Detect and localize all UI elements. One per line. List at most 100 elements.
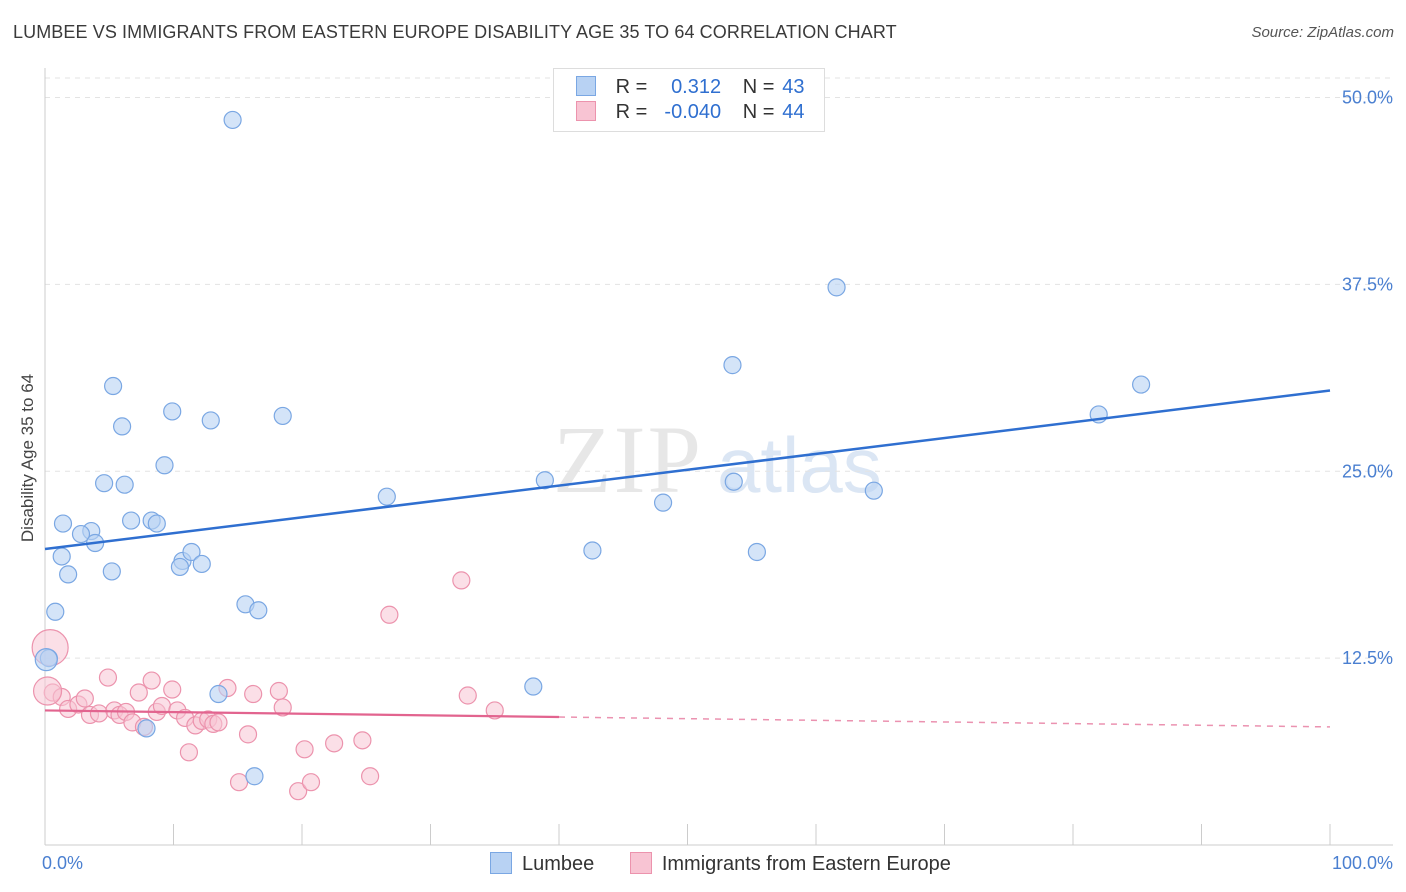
- lumbee-point: [201, 411, 220, 430]
- axes: [44, 68, 1393, 846]
- lumbee-point: [52, 547, 71, 566]
- x-tick-label-max: 100.0%: [1332, 853, 1393, 873]
- lumbee-point: [121, 511, 141, 530]
- lumbee-point: [535, 471, 554, 490]
- lumbee-point: [95, 474, 114, 493]
- lumbee-point: [46, 602, 65, 621]
- lumbee-point: [209, 684, 228, 704]
- immigrants-trend-line-extrapolated: [558, 716, 1331, 728]
- lumbee-point: [377, 487, 396, 506]
- lumbee-point: [163, 402, 182, 421]
- lumbee-point: [724, 472, 743, 491]
- immigrants-legend-swatch: [629, 852, 652, 874]
- lumbee-point: [192, 554, 211, 574]
- immigrants-points: [31, 571, 504, 801]
- lumbee-point: [249, 601, 268, 620]
- lumbee-point: [273, 406, 292, 426]
- immigrants-point: [129, 683, 148, 702]
- lumbee-point: [223, 110, 242, 130]
- lumbee-point: [723, 356, 742, 375]
- lumbee-point: [137, 719, 156, 738]
- r-label: R =: [615, 101, 648, 123]
- watermark-zip: ZIP: [553, 406, 703, 513]
- lumbee-trend-line: [44, 389, 1331, 551]
- tick-labels: 12.5% 25.0% 37.5% 50.0% 0.0% 100.0%: [42, 88, 1393, 874]
- immigrants-point: [89, 704, 109, 723]
- immigrants-point: [289, 782, 308, 801]
- n-value: 44: [782, 101, 805, 123]
- trend-lines: [44, 389, 1331, 728]
- y-tick-label: 37.5%: [1342, 274, 1393, 294]
- gridlines: [45, 77, 1393, 659]
- legend-row-immigrants: R = -0.040 N = 44: [576, 101, 805, 127]
- immigrants-legend-label: Immigrants from Eastern Europe: [661, 853, 951, 875]
- watermark-atlas: atlas: [717, 421, 882, 509]
- legend-item-immigrants: Immigrants from Eastern Europe: [629, 852, 951, 876]
- lumbee-point: [155, 456, 174, 475]
- immigrants-point: [452, 571, 471, 590]
- lumbee-point: [182, 542, 201, 562]
- y-tick-label: 12.5%: [1342, 648, 1393, 668]
- immigrants-point: [229, 773, 249, 792]
- y-tick-label: 25.0%: [1342, 461, 1393, 481]
- zipatlas-watermark: ZIP atlas: [553, 406, 882, 513]
- immigrants-point: [238, 725, 258, 744]
- immigrants-point: [32, 676, 63, 706]
- immigrants-point: [269, 681, 288, 701]
- lumbee-swatch: [576, 76, 596, 96]
- lumbee-point: [653, 493, 673, 512]
- immigrants-point: [295, 740, 314, 759]
- immigrants-point: [485, 701, 504, 720]
- lumbee-point: [71, 524, 91, 544]
- n-label: N =: [742, 76, 775, 98]
- lumbee-points: [34, 110, 1151, 786]
- immigrants-point: [458, 686, 477, 705]
- immigrants-swatch: [576, 101, 596, 121]
- immigrants-point: [380, 605, 399, 624]
- immigrants-point: [179, 743, 199, 762]
- r-value: 0.312: [671, 76, 722, 98]
- immigrants-point: [244, 684, 263, 704]
- lumbee-legend-label: Lumbee: [522, 853, 595, 875]
- r-label: R =: [615, 76, 648, 98]
- lumbee-point: [524, 677, 543, 696]
- series-legend: Lumbee Immigrants from Eastern Europe: [490, 852, 981, 876]
- immigrants-point: [325, 734, 344, 753]
- immigrants-point: [209, 713, 228, 732]
- y-axis-label: Disability Age 35 to 64: [18, 374, 37, 542]
- lumbee-point: [170, 557, 190, 577]
- n-value: 43: [782, 76, 805, 98]
- lumbee-point: [112, 417, 132, 436]
- immigrants-point: [163, 680, 182, 699]
- legend-row-lumbee: R = 0.312 N = 43: [576, 76, 805, 102]
- r-value: -0.040: [664, 101, 722, 123]
- correlation-legend: R = 0.312 N = 43 R = -0.040 N = 44: [553, 68, 825, 132]
- legend-item-lumbee: Lumbee: [490, 852, 594, 876]
- n-label: N =: [742, 101, 775, 123]
- lumbee-point: [115, 475, 134, 494]
- lumbee-point: [827, 278, 846, 297]
- lumbee-point: [59, 565, 78, 584]
- lumbee-point: [34, 648, 58, 672]
- lumbee-point: [864, 481, 883, 500]
- lumbee-point: [53, 514, 73, 533]
- immigrants-point: [75, 689, 94, 708]
- immigrants-point: [361, 767, 380, 786]
- chart-title: LUMBEE VS IMMIGRANTS FROM EASTERN EUROPE…: [13, 22, 897, 42]
- lumbee-point: [747, 542, 766, 562]
- lumbee-point: [245, 767, 264, 786]
- immigrants-point: [301, 773, 321, 792]
- immigrants-point: [353, 731, 372, 750]
- immigrants-trend-line: [44, 709, 560, 719]
- x-tick-label-min: 0.0%: [42, 853, 83, 873]
- y-tick-label: 50.0%: [1342, 88, 1393, 108]
- lumbee-point: [102, 562, 121, 581]
- lumbee-point: [1132, 375, 1151, 394]
- immigrants-point: [273, 698, 292, 717]
- lumbee-point: [147, 514, 166, 533]
- source-label: Source: ZipAtlas.com: [1251, 24, 1394, 41]
- lumbee-point: [104, 376, 123, 396]
- immigrants-point: [142, 671, 161, 690]
- lumbee-point: [583, 541, 602, 560]
